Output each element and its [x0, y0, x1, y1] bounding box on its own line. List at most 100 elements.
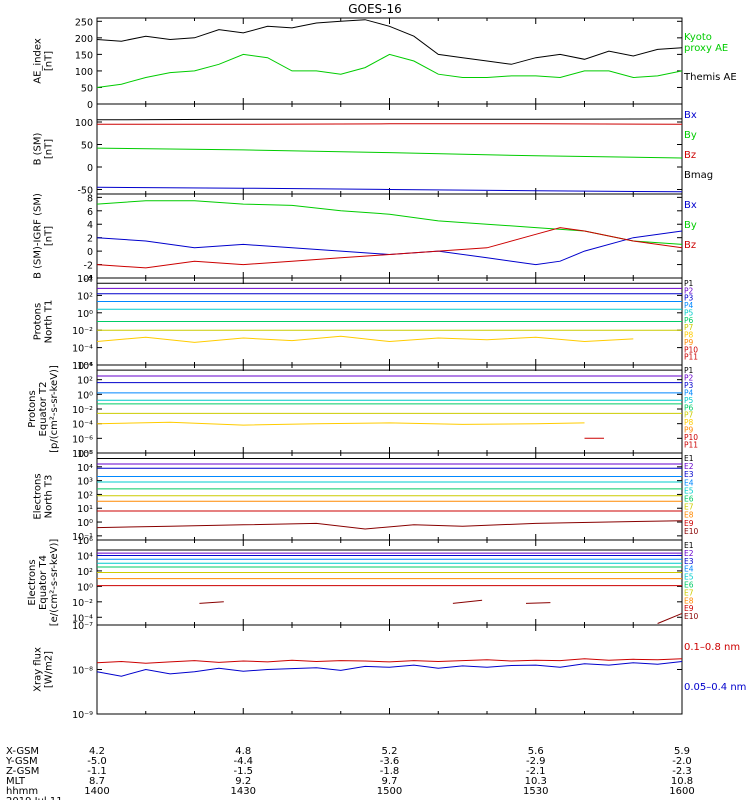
- y-tick-label: 10⁻⁴: [72, 344, 93, 355]
- legend-label: Bx: [684, 200, 697, 211]
- x-axis-row-label: Y-GSM: [5, 756, 38, 767]
- y-axis-label: Equator T4: [38, 555, 49, 610]
- x-axis-row-label: X-GSM: [6, 746, 39, 757]
- legend-label: P5: [684, 308, 694, 317]
- y-axis-label: Electrons: [33, 473, 44, 519]
- y-tick-label: 10¹: [77, 504, 93, 515]
- legend-label: E10: [684, 612, 699, 621]
- y-tick-label: 10⁻⁸: [72, 449, 93, 460]
- y-tick-label: 10⁻²: [72, 405, 93, 416]
- y-axis-label: Equator T2: [38, 382, 49, 437]
- y-tick-label: 10⁶: [77, 536, 93, 547]
- series-line-bsm-Bx: [96, 186, 683, 193]
- series-line-ee-E10b: [452, 599, 483, 604]
- y-tick-label: 2: [87, 234, 93, 245]
- chart-title: GOES-16: [348, 2, 402, 16]
- legend-label: proxy AE: [684, 43, 728, 54]
- y-tick-label: 10³: [77, 477, 93, 488]
- x-tick-label: 8.7: [89, 776, 105, 787]
- y-tick-label: 10⁴: [77, 463, 93, 474]
- legend-label: P3: [684, 381, 694, 390]
- legend-label: E9: [684, 604, 694, 613]
- y-tick-label: 10⁻⁹: [72, 710, 93, 721]
- x-tick-label: -2.9: [526, 756, 546, 767]
- legend-label: P2: [684, 373, 694, 382]
- x-tick-label: 1530: [523, 786, 548, 797]
- legend-label: P6: [684, 403, 694, 412]
- y-tick-label: 100: [75, 67, 93, 78]
- y-tick-label: 6: [87, 207, 93, 218]
- legend-label: E5: [684, 573, 694, 582]
- legend-label: P9: [684, 426, 694, 435]
- legend-label: P9: [684, 338, 694, 347]
- legend-label: By: [684, 130, 697, 141]
- series-line-en-E10: [96, 520, 683, 530]
- y-axis-label: B (SM)-IGRF (SM): [33, 193, 44, 279]
- x-tick-label: 10.3: [525, 776, 547, 787]
- series-line-bigrf-By: [96, 200, 683, 245]
- x-tick-label: 1500: [377, 786, 402, 797]
- series-line-pn-P8: [96, 335, 634, 343]
- x-tick-label: 4.2: [89, 746, 105, 757]
- legend-label: Bz: [684, 150, 696, 161]
- y-axis-label: [nT]: [44, 51, 55, 71]
- y-axis-label: North T1: [44, 300, 55, 344]
- y-tick-label: 100: [75, 118, 93, 129]
- x-axis-row-label: hhmm: [6, 786, 38, 797]
- legend-label: 0.05–0.4 nm: [684, 682, 746, 693]
- y-axis-label: [W/m2]: [44, 651, 55, 688]
- x-tick-label: 10.8: [671, 776, 693, 787]
- x-tick-label: -1.5: [233, 766, 253, 777]
- legend-label: E9: [684, 519, 694, 528]
- legend-label: Kyoto: [684, 32, 712, 43]
- series-line-bsm-Bz: [97, 123, 683, 125]
- legend-label: P4: [684, 388, 694, 397]
- series-line-bigrf-Bz: [96, 227, 683, 269]
- legend-label: E10: [684, 527, 699, 536]
- panel-frame-pe: [96, 364, 683, 454]
- y-tick-label: 10⁻²: [72, 326, 93, 337]
- y-tick-label: 10⁰: [77, 309, 93, 320]
- legend-label: P10: [684, 433, 698, 442]
- x-tick-label: -5.0: [87, 756, 107, 767]
- x-tick-label: 5.9: [674, 746, 690, 757]
- legend-label: E4: [684, 478, 694, 487]
- series-line-ee-E10a: [199, 601, 224, 604]
- x-tick-label: 5.2: [382, 746, 398, 757]
- y-tick-label: 10²: [77, 490, 93, 501]
- y-tick-label: 10²: [77, 567, 93, 578]
- y-axis-label: Xray flux: [33, 647, 44, 692]
- series-line-ee-E10d: [657, 612, 683, 624]
- series-line-ae-Kyoto-proxy-AE: [96, 53, 683, 88]
- y-tick-label: 10⁴: [77, 361, 93, 372]
- legend-label: P2: [684, 286, 694, 295]
- legend-label: P8: [684, 331, 694, 340]
- x-tick-label: 1600: [669, 786, 694, 797]
- legend-label: P10: [684, 345, 698, 354]
- legend-label: P8: [684, 418, 694, 427]
- x-axis-row-label: 2019 Jul 11: [6, 796, 63, 800]
- y-axis-label: B (SM): [33, 132, 44, 165]
- legend-label: E6: [684, 581, 694, 590]
- legend-label: P3: [684, 294, 694, 303]
- legend-label: P6: [684, 316, 694, 325]
- legend-label: E8: [684, 511, 694, 520]
- y-axis-label: North T3: [44, 475, 55, 519]
- series-line-bsm-By: [96, 147, 683, 159]
- y-tick-label: 10⁻¹: [72, 532, 93, 543]
- legend-label: P5: [684, 396, 694, 405]
- x-tick-label: 9.2: [235, 776, 251, 787]
- y-tick-label: -50: [77, 186, 93, 197]
- y-tick-label: 10⁻²: [72, 598, 93, 609]
- panel-frame-xray: [96, 624, 683, 715]
- legend-label: P7: [684, 323, 694, 332]
- x-tick-label: -2.1: [526, 766, 546, 777]
- y-tick-label: -2: [84, 261, 93, 272]
- legend-label: P4: [684, 301, 694, 310]
- x-tick-label: 4.8: [235, 746, 251, 757]
- legend-label: E7: [684, 588, 694, 597]
- y-axis-label: [nT]: [44, 226, 55, 246]
- x-tick-label: -2.3: [672, 766, 692, 777]
- series-line-bigrf-Bx: [96, 230, 683, 266]
- y-tick-label: 10²: [77, 291, 93, 302]
